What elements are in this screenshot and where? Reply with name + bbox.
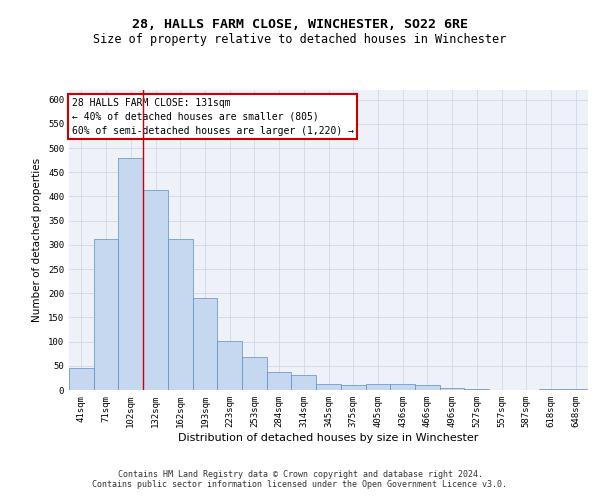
Bar [292, 376, 316, 390]
Bar [193, 298, 217, 390]
Bar [563, 388, 588, 390]
Bar [94, 239, 118, 390]
Y-axis label: Number of detached properties: Number of detached properties [32, 158, 43, 322]
Bar [143, 190, 168, 390]
Bar [168, 239, 193, 390]
Bar [365, 384, 390, 390]
Text: 28 HALLS FARM CLOSE: 131sqm
← 40% of detached houses are smaller (805)
60% of se: 28 HALLS FARM CLOSE: 131sqm ← 40% of det… [71, 98, 353, 136]
Bar [415, 385, 440, 390]
Bar [539, 388, 563, 390]
Text: Contains HM Land Registry data © Crown copyright and database right 2024.
Contai: Contains HM Land Registry data © Crown c… [92, 470, 508, 489]
Bar [118, 158, 143, 390]
Bar [464, 388, 489, 390]
X-axis label: Distribution of detached houses by size in Winchester: Distribution of detached houses by size … [178, 432, 479, 442]
Bar [267, 372, 292, 390]
Bar [242, 357, 267, 390]
Text: 28, HALLS FARM CLOSE, WINCHESTER, SO22 6RE: 28, HALLS FARM CLOSE, WINCHESTER, SO22 6… [132, 18, 468, 30]
Bar [390, 384, 415, 390]
Bar [217, 340, 242, 390]
Bar [440, 388, 464, 390]
Bar [316, 384, 341, 390]
Bar [69, 368, 94, 390]
Text: Size of property relative to detached houses in Winchester: Size of property relative to detached ho… [94, 32, 506, 46]
Bar [341, 385, 365, 390]
